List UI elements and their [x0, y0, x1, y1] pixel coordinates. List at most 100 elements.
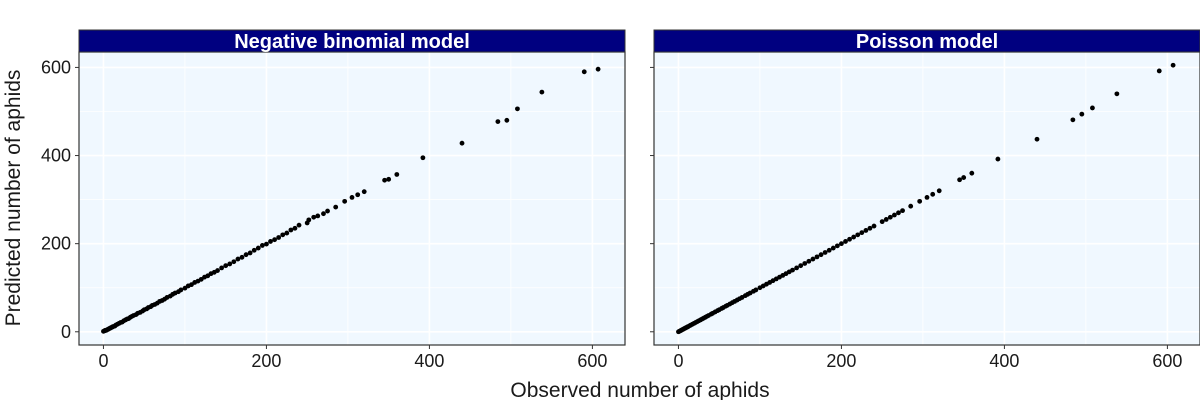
data-point — [255, 245, 261, 251]
data-point — [798, 263, 804, 269]
data-point — [1079, 111, 1085, 117]
data-point — [235, 256, 241, 262]
data-point — [459, 140, 465, 146]
data-point — [814, 254, 820, 260]
data-point — [826, 247, 832, 253]
data-point — [223, 263, 229, 269]
data-point — [924, 194, 930, 200]
data-point — [995, 156, 1001, 162]
y-axis: 0 200 400 600 — [41, 57, 71, 341]
data-point — [349, 194, 355, 200]
x-tick-label: 200 — [826, 351, 856, 371]
data-point — [802, 261, 808, 266]
x-tick-label: 0 — [673, 351, 683, 371]
facet-strip-label: Poisson model — [856, 31, 998, 53]
data-point — [822, 250, 828, 255]
data-point — [818, 252, 824, 258]
data-point — [276, 235, 282, 240]
data-point — [839, 241, 844, 247]
data-point — [243, 252, 249, 258]
facet-strip — [78, 29, 626, 53]
data-point — [504, 117, 510, 123]
data-point — [794, 265, 800, 271]
data-point — [292, 225, 298, 231]
data-point — [333, 204, 339, 210]
data-point — [1114, 91, 1120, 97]
data-point — [883, 217, 889, 222]
data-point — [231, 259, 237, 265]
data-point — [284, 230, 290, 236]
x-tick-label: 200 — [251, 351, 281, 371]
data-point — [306, 217, 312, 223]
y-tick-label: 200 — [41, 234, 71, 254]
data-point — [847, 236, 852, 242]
data-point — [887, 214, 893, 220]
facet-strip-label: Negative binomial model — [234, 31, 470, 53]
data-point — [251, 247, 257, 253]
data-point — [259, 243, 265, 248]
data-point — [830, 245, 836, 251]
panel-1: Negative binomial model 0 200 400 600 — [75, 29, 626, 371]
y-tick-label: 0 — [61, 322, 71, 342]
data-point — [515, 106, 520, 112]
data-point — [239, 254, 245, 260]
x-tick-label: 0 — [98, 351, 108, 371]
data-point — [247, 250, 253, 256]
data-point — [851, 234, 857, 240]
data-point — [859, 230, 865, 236]
data-point — [1156, 68, 1162, 74]
data-point — [969, 170, 975, 176]
data-point — [806, 258, 812, 264]
data-point — [908, 203, 914, 209]
data-point — [834, 243, 840, 249]
data-point — [321, 211, 326, 217]
data-point — [1170, 62, 1176, 68]
x-tick-label: 600 — [1152, 351, 1182, 371]
data-point — [539, 89, 545, 95]
data-point — [361, 189, 367, 195]
x-axis-title: Observed number of aphids — [510, 379, 769, 400]
data-point — [879, 219, 885, 225]
data-point — [790, 267, 795, 273]
data-point — [215, 268, 220, 273]
data-point — [394, 172, 400, 177]
data-point — [892, 212, 897, 218]
x-tick-label: 600 — [577, 351, 607, 371]
data-point — [936, 188, 942, 194]
data-point — [930, 191, 936, 197]
data-point — [315, 213, 321, 219]
data-point — [867, 225, 873, 231]
y-tick-label: 400 — [41, 146, 71, 166]
data-point — [386, 176, 392, 182]
data-point — [896, 210, 901, 216]
data-point — [957, 177, 962, 183]
data-point — [1090, 105, 1095, 111]
data-point — [219, 265, 225, 271]
data-point — [753, 287, 759, 293]
data-point — [871, 223, 877, 229]
data-point — [595, 66, 601, 72]
x-tick-label: 400 — [414, 351, 444, 371]
facet-strip — [653, 29, 1200, 53]
data-point — [961, 175, 967, 180]
data-point — [495, 119, 501, 125]
data-point — [325, 208, 330, 214]
data-point — [280, 232, 286, 238]
x-tick-label: 400 — [989, 351, 1019, 371]
y-tick-label: 600 — [41, 57, 71, 77]
y-axis-title: Predicted number of aphids — [2, 70, 25, 327]
data-point — [311, 214, 317, 220]
data-point — [296, 222, 302, 228]
data-point — [264, 241, 269, 247]
data-point — [272, 237, 277, 243]
data-point — [227, 261, 233, 267]
data-point — [1070, 117, 1076, 123]
data-point — [855, 232, 861, 238]
data-point — [1034, 136, 1040, 142]
data-point — [178, 287, 184, 293]
panel-2: Poisson model 0 200 400 600 — [650, 29, 1200, 371]
data-point — [420, 155, 426, 161]
data-point — [342, 198, 348, 204]
data-point — [810, 256, 816, 262]
